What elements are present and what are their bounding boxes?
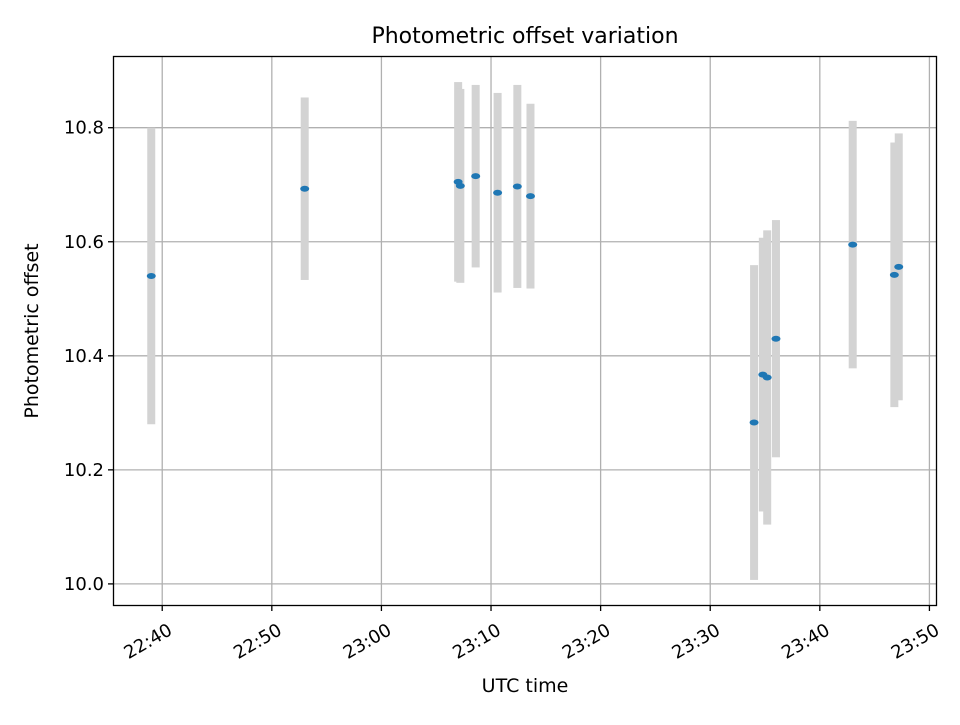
y-tick-label: 10.4	[64, 346, 104, 367]
y-tick-label: 10.0	[64, 574, 104, 595]
data-point	[889, 271, 899, 278]
data-point	[894, 263, 904, 270]
data-point	[300, 185, 310, 192]
y-axis-ticks: 10.0 10.2 10.4 10.6 10.8	[64, 118, 114, 595]
data-point	[762, 374, 772, 381]
x-axis-label: UTC time	[482, 675, 569, 697]
data-point	[493, 189, 503, 196]
data-point	[771, 335, 781, 342]
chart-title: Photometric offset variation	[371, 24, 678, 49]
plot-frame	[112, 55, 938, 607]
y-tick-label: 10.2	[64, 460, 104, 481]
data-point	[848, 241, 858, 248]
data-point	[455, 182, 465, 189]
grid	[114, 57, 936, 605]
y-axis-label: Photometric offset	[21, 243, 43, 418]
data-points	[146, 173, 904, 426]
data-point	[471, 173, 481, 180]
data-point	[749, 419, 759, 426]
data-point	[512, 183, 522, 190]
y-tick-label: 10.8	[64, 118, 104, 139]
data-point	[146, 272, 156, 279]
y-tick-label: 10.6	[64, 232, 104, 253]
data-point	[525, 193, 535, 200]
